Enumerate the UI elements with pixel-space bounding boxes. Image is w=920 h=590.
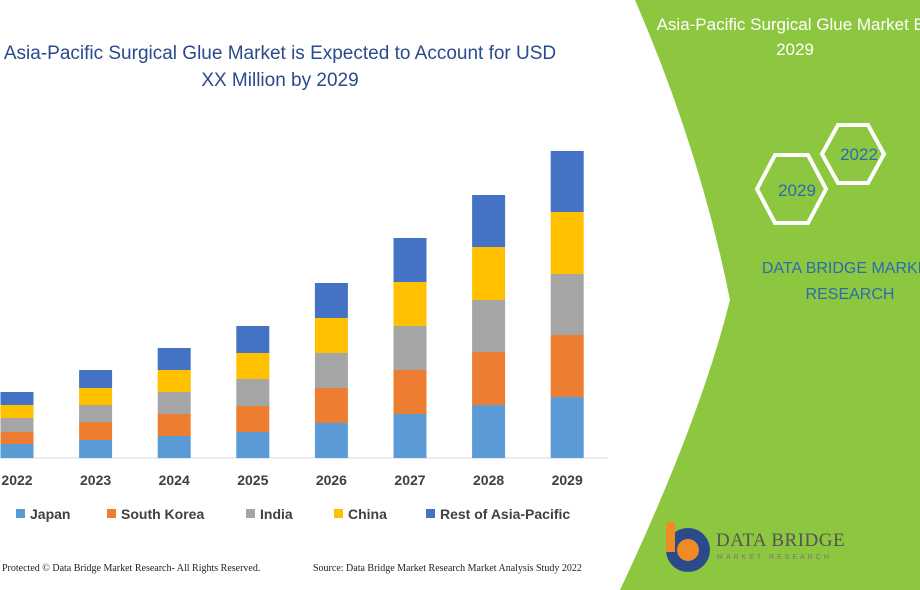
legend-label: India <box>260 506 293 522</box>
bar-segment <box>0 418 34 432</box>
bar-segment <box>157 392 191 414</box>
hexagon <box>754 153 829 225</box>
legend-label: Japan <box>30 506 70 522</box>
bar-segment <box>472 405 506 458</box>
logo-name: DATA BRIDGE <box>716 530 846 551</box>
bar-segment <box>79 422 113 440</box>
legend-swatch <box>16 509 25 518</box>
bar-segment <box>550 212 584 274</box>
bar-segment <box>550 335 584 397</box>
x-tick-label: 2029 <box>552 472 583 488</box>
bar-segment <box>79 440 113 458</box>
bar-segment <box>0 432 34 444</box>
x-tick-label: 2022 <box>1 472 32 488</box>
side-title: Asia-Pacific Surgical Glue Market By 202… <box>656 15 920 59</box>
bar-segment <box>550 274 584 335</box>
bar-segment <box>393 282 427 326</box>
bar-segment <box>79 388 113 405</box>
legend-label: Rest of Asia-Pacific <box>440 506 570 522</box>
brand-name: DATA BRIDGE MARKET RESEARCH <box>761 260 920 303</box>
legend-swatch <box>426 509 435 518</box>
bar-segment <box>472 195 506 247</box>
bar-segment <box>550 397 584 458</box>
chart-title: Asia-Pacific Surgical Glue Market is Exp… <box>3 43 557 91</box>
legend-swatch <box>334 509 343 518</box>
side-panel-bg <box>620 0 920 590</box>
bar-segment <box>157 436 191 458</box>
x-tick-label: 2025 <box>237 472 268 488</box>
footer-right: Source: Data Bridge Market Research Mark… <box>313 563 582 574</box>
x-tick-label: 2023 <box>80 472 111 488</box>
bar-segment <box>472 352 506 405</box>
bar-segment <box>0 405 34 418</box>
bar-segment <box>236 432 270 458</box>
x-tick-label: 2027 <box>394 472 425 488</box>
bar-segment <box>314 353 348 388</box>
hex-label: 2022 <box>840 145 878 164</box>
bar-segment <box>393 326 427 370</box>
bar-segment <box>0 392 34 405</box>
bar-segment <box>0 444 34 458</box>
logo-icon <box>666 522 675 552</box>
bar-segment <box>236 353 270 379</box>
logo-icon <box>677 539 699 561</box>
bar-segment <box>79 370 113 388</box>
hexagon <box>819 123 887 185</box>
bar-segment <box>314 423 348 458</box>
x-tick-label: 2024 <box>159 472 190 488</box>
footer-left: Protected © Data Bridge Market Research-… <box>2 563 261 574</box>
bar-segment <box>472 247 506 300</box>
bar-segment <box>79 405 113 422</box>
x-tick-label: 2026 <box>316 472 347 488</box>
legend-label: China <box>348 506 387 522</box>
bar-segment <box>393 238 427 282</box>
legend-label: South Korea <box>121 506 204 522</box>
bar-segment <box>550 151 584 212</box>
x-tick-label: 2028 <box>473 472 504 488</box>
bar-segment <box>236 379 270 406</box>
bar-segment <box>157 370 191 392</box>
legend-swatch <box>107 509 116 518</box>
bar-segment <box>157 348 191 370</box>
bar-segment <box>472 300 506 352</box>
legend-swatch <box>246 509 255 518</box>
hex-label: 2029 <box>778 181 816 200</box>
logo-subtitle: MARKET RESEARCH <box>717 554 832 561</box>
bar-segment <box>236 326 270 353</box>
bar-segment <box>393 370 427 414</box>
bar-segment <box>236 406 270 432</box>
bar-segment <box>314 388 348 423</box>
bar-segment <box>157 414 191 436</box>
bar-segment <box>314 283 348 318</box>
bar-segment <box>314 318 348 353</box>
bar-segment <box>393 414 427 458</box>
